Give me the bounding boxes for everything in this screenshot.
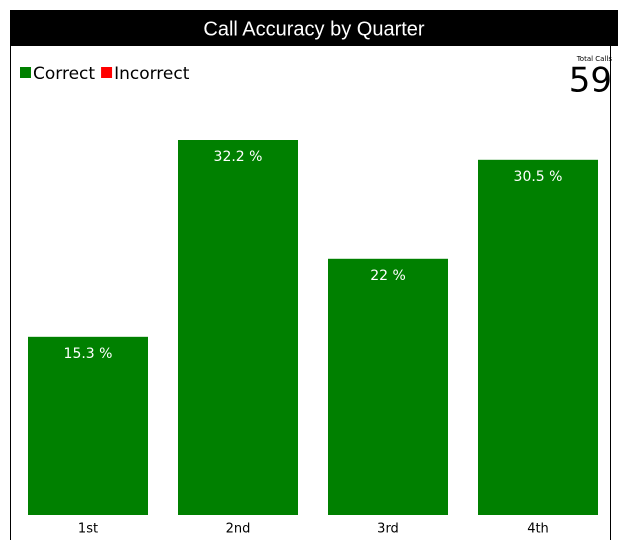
bar — [178, 140, 298, 515]
total-value: 59 — [569, 61, 612, 101]
total-label: Total Calls — [576, 55, 613, 63]
bar — [328, 258, 448, 515]
x-tick-label: 3rd — [377, 522, 399, 537]
x-tick-label: 2nd — [226, 522, 251, 537]
value-label: 30.5 % — [514, 169, 563, 185]
x-tick-label: 4th — [527, 522, 549, 537]
value-label: 32.2 % — [214, 149, 263, 165]
bar — [28, 336, 148, 515]
legend-swatch — [20, 67, 31, 78]
bar — [478, 159, 598, 515]
title-bar — [10, 10, 618, 46]
value-label: 22 % — [370, 268, 406, 284]
legend-label: Incorrect — [114, 64, 190, 84]
legend-label: Correct — [33, 64, 95, 84]
value-label: 15.3 % — [64, 346, 113, 362]
x-tick-label: 1st — [78, 522, 98, 537]
chart-title: Call Accuracy by Quarter — [203, 18, 425, 40]
legend-swatch — [101, 67, 113, 78]
